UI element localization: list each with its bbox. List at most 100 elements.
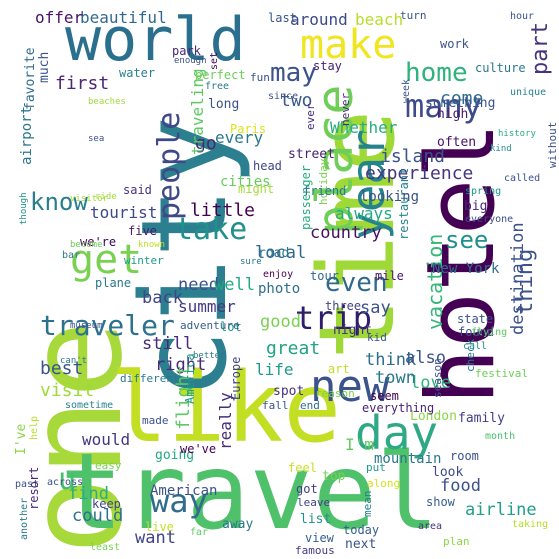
cloud-word: spot <box>273 384 305 399</box>
cloud-word: turn <box>400 9 427 22</box>
cloud-word: home <box>405 58 468 88</box>
cloud-word: found <box>458 325 495 339</box>
cloud-word: life <box>255 360 294 379</box>
cloud-word: road <box>258 246 290 261</box>
cloud-word: take <box>175 212 248 247</box>
cloud-word: help <box>29 415 40 440</box>
cloud-word: though <box>19 192 29 225</box>
cloud-word: like <box>110 352 342 464</box>
cloud-word: month <box>485 431 516 442</box>
cloud-word: American <box>150 483 218 499</box>
cloud-word: past <box>15 479 40 490</box>
cloud-word: feel <box>288 461 317 475</box>
cloud-word: enjoy <box>263 269 294 280</box>
cloud-word: love <box>410 373 451 393</box>
cloud-word: want <box>135 528 176 548</box>
cloud-word: every <box>215 128 264 147</box>
cloud-word: two <box>280 90 313 111</box>
cloud-word: experience <box>365 163 474 184</box>
cloud-word: adventure <box>180 319 240 332</box>
cloud-word: park <box>172 44 201 58</box>
cloud-word: bar <box>62 250 81 261</box>
cloud-word: next <box>345 537 377 552</box>
cloud-word: beaches <box>88 97 126 107</box>
cloud-word: history <box>498 129 536 139</box>
cloud-word: flying <box>471 327 508 338</box>
cloud-word: show <box>426 495 455 509</box>
cloud-word: art <box>328 362 350 376</box>
cloud-word: another <box>19 497 30 540</box>
cloud-word: beach <box>355 10 404 29</box>
cloud-word: keep <box>92 497 121 511</box>
cloud-word: everyone <box>465 214 514 225</box>
cloud-word: kid <box>367 331 387 344</box>
cloud-word: well <box>214 275 255 295</box>
cloud-word: island <box>380 146 446 167</box>
cloud-word: I'm <box>345 435 374 454</box>
cloud-word: tourist <box>90 203 158 222</box>
cloud-word: really <box>216 392 235 450</box>
cloud-word: we've <box>180 442 217 456</box>
cloud-word: Europe <box>229 356 243 400</box>
cloud-word: today <box>343 523 380 537</box>
cloud-word: make <box>300 22 397 68</box>
cloud-word: country <box>310 223 382 243</box>
cloud-word: still <box>142 334 194 354</box>
cloud-word: known <box>138 240 166 250</box>
cloud-word: three <box>325 299 362 313</box>
cloud-word: trip <box>295 299 373 337</box>
cloud-word: part <box>528 22 553 75</box>
cloud-word: photo <box>258 281 301 297</box>
cloud-word: holiday <box>317 158 330 205</box>
cloud-word: Paris <box>230 122 267 136</box>
cloud-word: lot <box>220 320 242 334</box>
cloud-word: season <box>431 358 444 398</box>
cloud-word: ride <box>95 192 117 202</box>
cloud-word: say <box>360 298 391 318</box>
cloud-word: New York <box>432 261 500 277</box>
cloud-word: find <box>68 484 109 504</box>
cloud-word: come <box>440 88 484 109</box>
cloud-word: many <box>405 87 483 125</box>
cloud-word: free <box>205 81 230 92</box>
cloud-word: stay <box>313 59 342 73</box>
cloud-word: mountain <box>374 451 442 467</box>
cloud-word: beautiful <box>80 8 167 27</box>
cloud-word: destination <box>508 222 528 335</box>
cloud-word: different <box>120 372 180 385</box>
cloud-word: sea <box>88 134 105 144</box>
cloud-word: easy <box>95 459 122 472</box>
cloud-word: travel <box>60 431 440 553</box>
cloud-word: airport <box>19 105 35 165</box>
cloud-word: water <box>119 66 156 80</box>
cloud-word: area <box>418 521 443 532</box>
cloud-word: reason <box>315 387 355 400</box>
cloud-word: little <box>190 200 256 221</box>
cloud-word: can't <box>60 356 88 366</box>
cloud-word: town <box>375 368 416 388</box>
cloud-word: five <box>128 224 157 238</box>
cloud-word: airline <box>465 500 537 520</box>
cloud-word: without <box>546 121 559 168</box>
cloud-word: cities <box>220 174 271 190</box>
cloud-word: room <box>450 449 479 463</box>
cloud-word: least <box>90 542 121 553</box>
cloud-word: world <box>65 5 246 75</box>
cloud-word: taking <box>512 519 549 530</box>
cloud-word: across <box>47 477 84 488</box>
cloud-word: everything <box>362 401 435 415</box>
cloud-word: culture <box>475 61 526 75</box>
cloud-word: live <box>145 520 174 534</box>
cloud-word: got <box>296 482 318 496</box>
cloud-word: may <box>270 58 317 88</box>
cloud-word: fall <box>262 399 289 412</box>
cloud-word: spring <box>465 186 502 197</box>
cloud-word: family <box>458 411 505 426</box>
cloud-word: unique <box>510 87 547 98</box>
cloud-word: way <box>150 482 208 520</box>
cloud-word: back <box>142 288 183 308</box>
cloud-word: ever <box>304 103 317 131</box>
cloud-word: see <box>445 226 489 254</box>
cloud-word: perfect <box>195 68 246 82</box>
cloud-word: around <box>290 10 348 29</box>
